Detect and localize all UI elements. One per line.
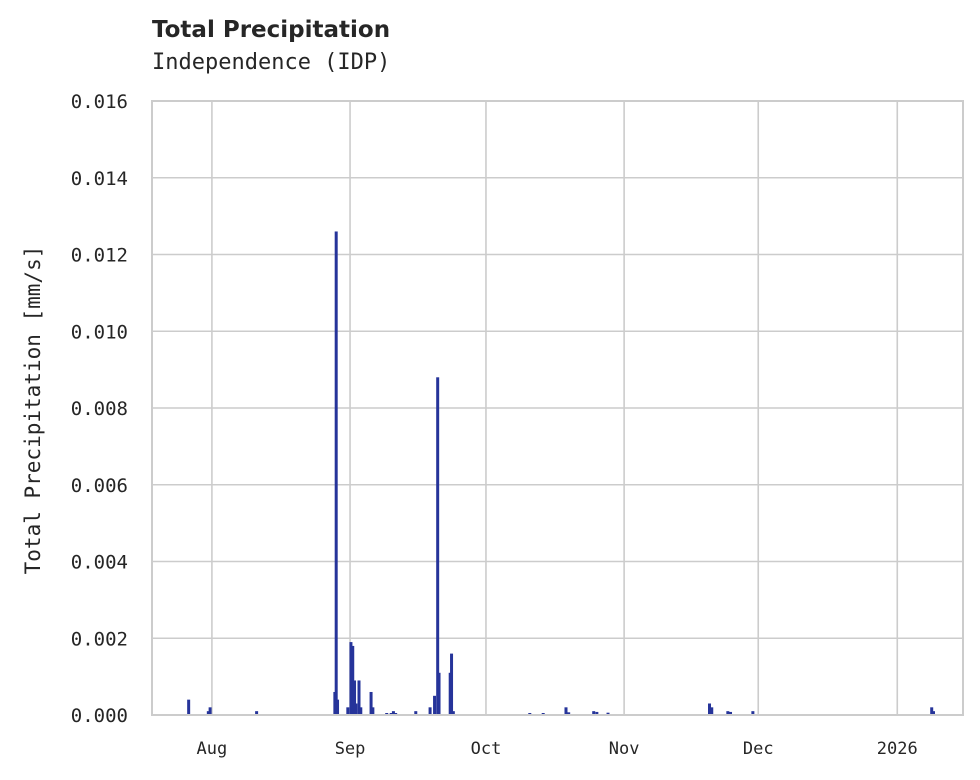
precip-bar <box>391 711 395 715</box>
precip-bar <box>708 703 712 715</box>
precip-bar <box>567 712 571 715</box>
x-tick-label: Dec <box>743 739 774 759</box>
plot-frame <box>151 100 964 716</box>
precip-bar <box>564 707 568 715</box>
y-tick-label: 0.016 <box>71 91 128 113</box>
precip-bar <box>592 711 596 715</box>
precip-bar <box>436 377 440 715</box>
bar-series <box>187 231 935 715</box>
y-tick-label: 0.004 <box>71 552 128 574</box>
precip-bar <box>606 712 610 715</box>
precip-bar <box>371 707 375 715</box>
precip-bar <box>187 699 191 715</box>
precip-bar <box>729 711 733 715</box>
y-tick-label: 0.000 <box>71 705 128 727</box>
precip-bar <box>931 711 935 715</box>
precip-bar <box>437 672 441 715</box>
precip-bar <box>353 680 357 715</box>
y-axis-label: Total Precipitation [mm/s] <box>21 246 45 575</box>
precip-bar <box>451 711 455 715</box>
precip-bar <box>428 707 432 715</box>
y-axis-ticks: 0.000 0.002 0.004 0.006 0.008 0.010 0.012 0.014… <box>71 91 128 727</box>
precip-bar <box>357 680 361 715</box>
y-tick-label: 0.002 <box>71 628 128 650</box>
y-tick-label: 0.006 <box>71 475 128 497</box>
x-axis-ticks: Aug Sep Oct Nov Dec 2026 <box>197 739 918 759</box>
precip-bar <box>334 231 338 715</box>
precip-bar <box>351 645 355 715</box>
x-tick-label: Sep <box>335 739 366 759</box>
precip-bar <box>595 711 599 715</box>
precip-bar <box>414 711 418 715</box>
y-tick-label: 0.012 <box>71 245 128 267</box>
precip-bar <box>255 711 259 715</box>
x-tick-label: 2026 <box>877 739 918 759</box>
precip-bar <box>336 699 340 715</box>
chart-subtitle: Independence (IDP) <box>152 50 391 75</box>
precip-bar <box>433 695 437 715</box>
precip-bar <box>208 707 212 715</box>
precip-bar <box>206 711 210 715</box>
precip-bar <box>354 703 358 715</box>
chart-title: Total Precipitation <box>152 17 391 43</box>
x-tick-label: Aug <box>197 739 228 759</box>
precip-bar <box>710 707 714 715</box>
y-tick-label: 0.014 <box>71 168 128 190</box>
gridlines <box>152 100 963 716</box>
x-tick-label: Oct <box>471 739 502 759</box>
precip-bar <box>346 707 350 715</box>
y-tick-label: 0.010 <box>71 321 128 343</box>
precip-bar <box>349 642 353 715</box>
precip-bar <box>359 707 363 715</box>
precip-bar <box>751 711 755 715</box>
y-tick-label: 0.008 <box>71 398 128 420</box>
precip-bar <box>726 711 730 715</box>
x-tick-label: Nov <box>609 739 640 759</box>
precip-bar <box>930 707 934 715</box>
precip-bar <box>450 653 454 715</box>
precip-bar <box>369 691 373 715</box>
